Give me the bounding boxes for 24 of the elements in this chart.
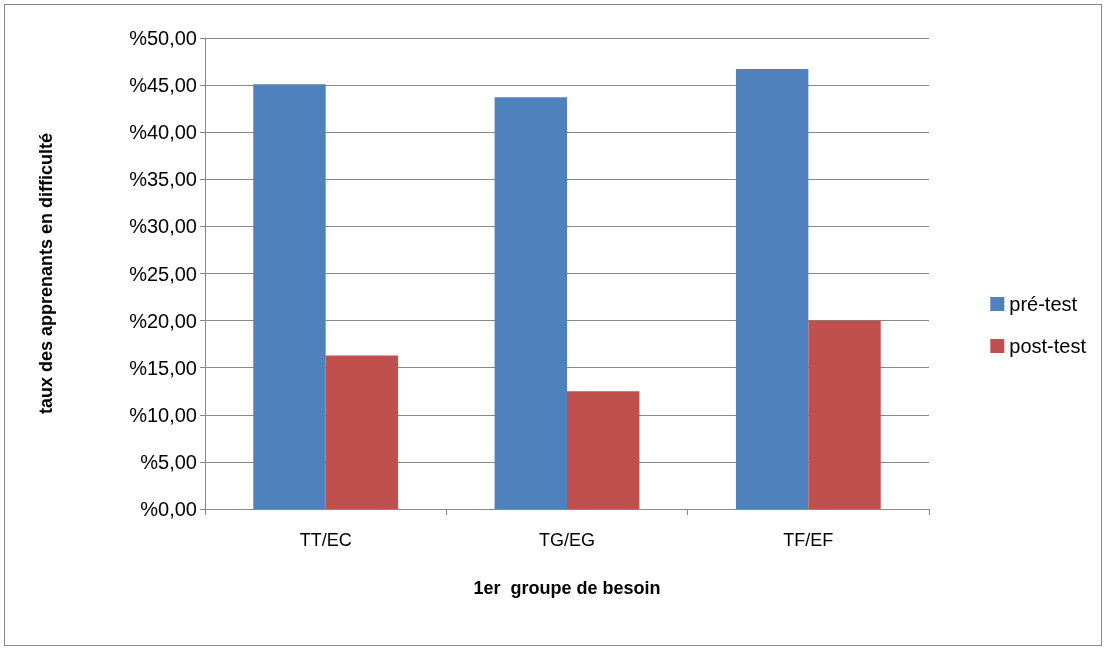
y-tick-label: %35,00 [129, 168, 197, 191]
y-axis-title: taux des apprenants en difficulté [36, 132, 56, 415]
x-tick-label: TG/EG [538, 530, 596, 550]
x-tick-label: TF/EF [783, 530, 834, 550]
y-tick-label: %5,00 [140, 450, 197, 473]
bar [494, 97, 567, 509]
bar [808, 320, 881, 509]
y-tick-label: %10,00 [129, 403, 197, 426]
bar [567, 391, 640, 509]
y-tick-label: %25,00 [129, 262, 197, 285]
y-tick-label: %30,00 [129, 215, 197, 238]
legend-label: post-test [1009, 335, 1087, 357]
legend-label: pré-test [1009, 293, 1078, 315]
y-tick-label: %50,00 [129, 27, 197, 49]
bar [735, 69, 809, 509]
y-tick-label: %20,00 [129, 309, 197, 332]
bar [325, 355, 399, 509]
y-tick-label: %0,00 [140, 498, 197, 520]
x-tick-label: TT/EC [299, 530, 352, 550]
bar [253, 84, 326, 509]
y-tick-label: %45,00 [129, 74, 197, 97]
y-tick-label: %40,00 [129, 121, 197, 144]
y-tick-label: %15,00 [129, 356, 197, 379]
x-axis-title: 1er groupe de besoin [473, 578, 661, 598]
